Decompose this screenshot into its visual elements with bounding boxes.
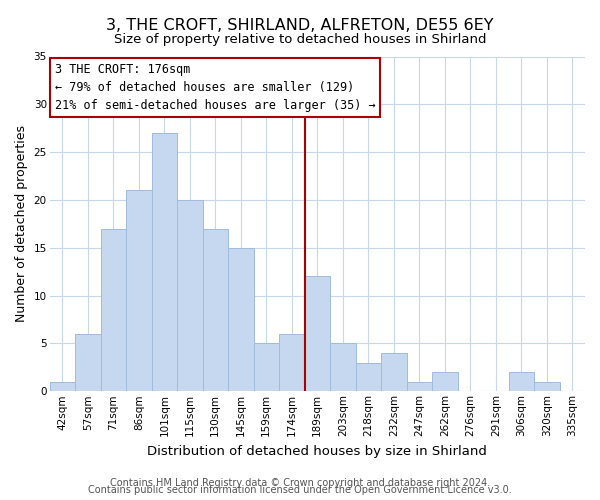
X-axis label: Distribution of detached houses by size in Shirland: Distribution of detached houses by size … xyxy=(148,444,487,458)
Bar xyxy=(407,382,432,392)
Bar xyxy=(75,334,101,392)
Bar xyxy=(152,133,177,392)
Text: Contains public sector information licensed under the Open Government Licence v3: Contains public sector information licen… xyxy=(88,485,512,495)
Bar xyxy=(228,248,254,392)
Bar xyxy=(279,334,305,392)
Text: Contains HM Land Registry data © Crown copyright and database right 2024.: Contains HM Land Registry data © Crown c… xyxy=(110,478,490,488)
Text: 3 THE CROFT: 176sqm
← 79% of detached houses are smaller (129)
21% of semi-detac: 3 THE CROFT: 176sqm ← 79% of detached ho… xyxy=(55,63,376,112)
Bar xyxy=(356,362,381,392)
Bar xyxy=(509,372,534,392)
Bar xyxy=(381,353,407,392)
Bar xyxy=(330,344,356,392)
Y-axis label: Number of detached properties: Number of detached properties xyxy=(15,126,28,322)
Bar xyxy=(177,200,203,392)
Bar xyxy=(203,228,228,392)
Text: 3, THE CROFT, SHIRLAND, ALFRETON, DE55 6EY: 3, THE CROFT, SHIRLAND, ALFRETON, DE55 6… xyxy=(106,18,494,32)
Bar xyxy=(305,276,330,392)
Bar xyxy=(50,382,75,392)
Bar xyxy=(126,190,152,392)
Bar xyxy=(101,228,126,392)
Text: Size of property relative to detached houses in Shirland: Size of property relative to detached ho… xyxy=(114,32,486,46)
Bar xyxy=(534,382,560,392)
Bar xyxy=(254,344,279,392)
Bar xyxy=(432,372,458,392)
